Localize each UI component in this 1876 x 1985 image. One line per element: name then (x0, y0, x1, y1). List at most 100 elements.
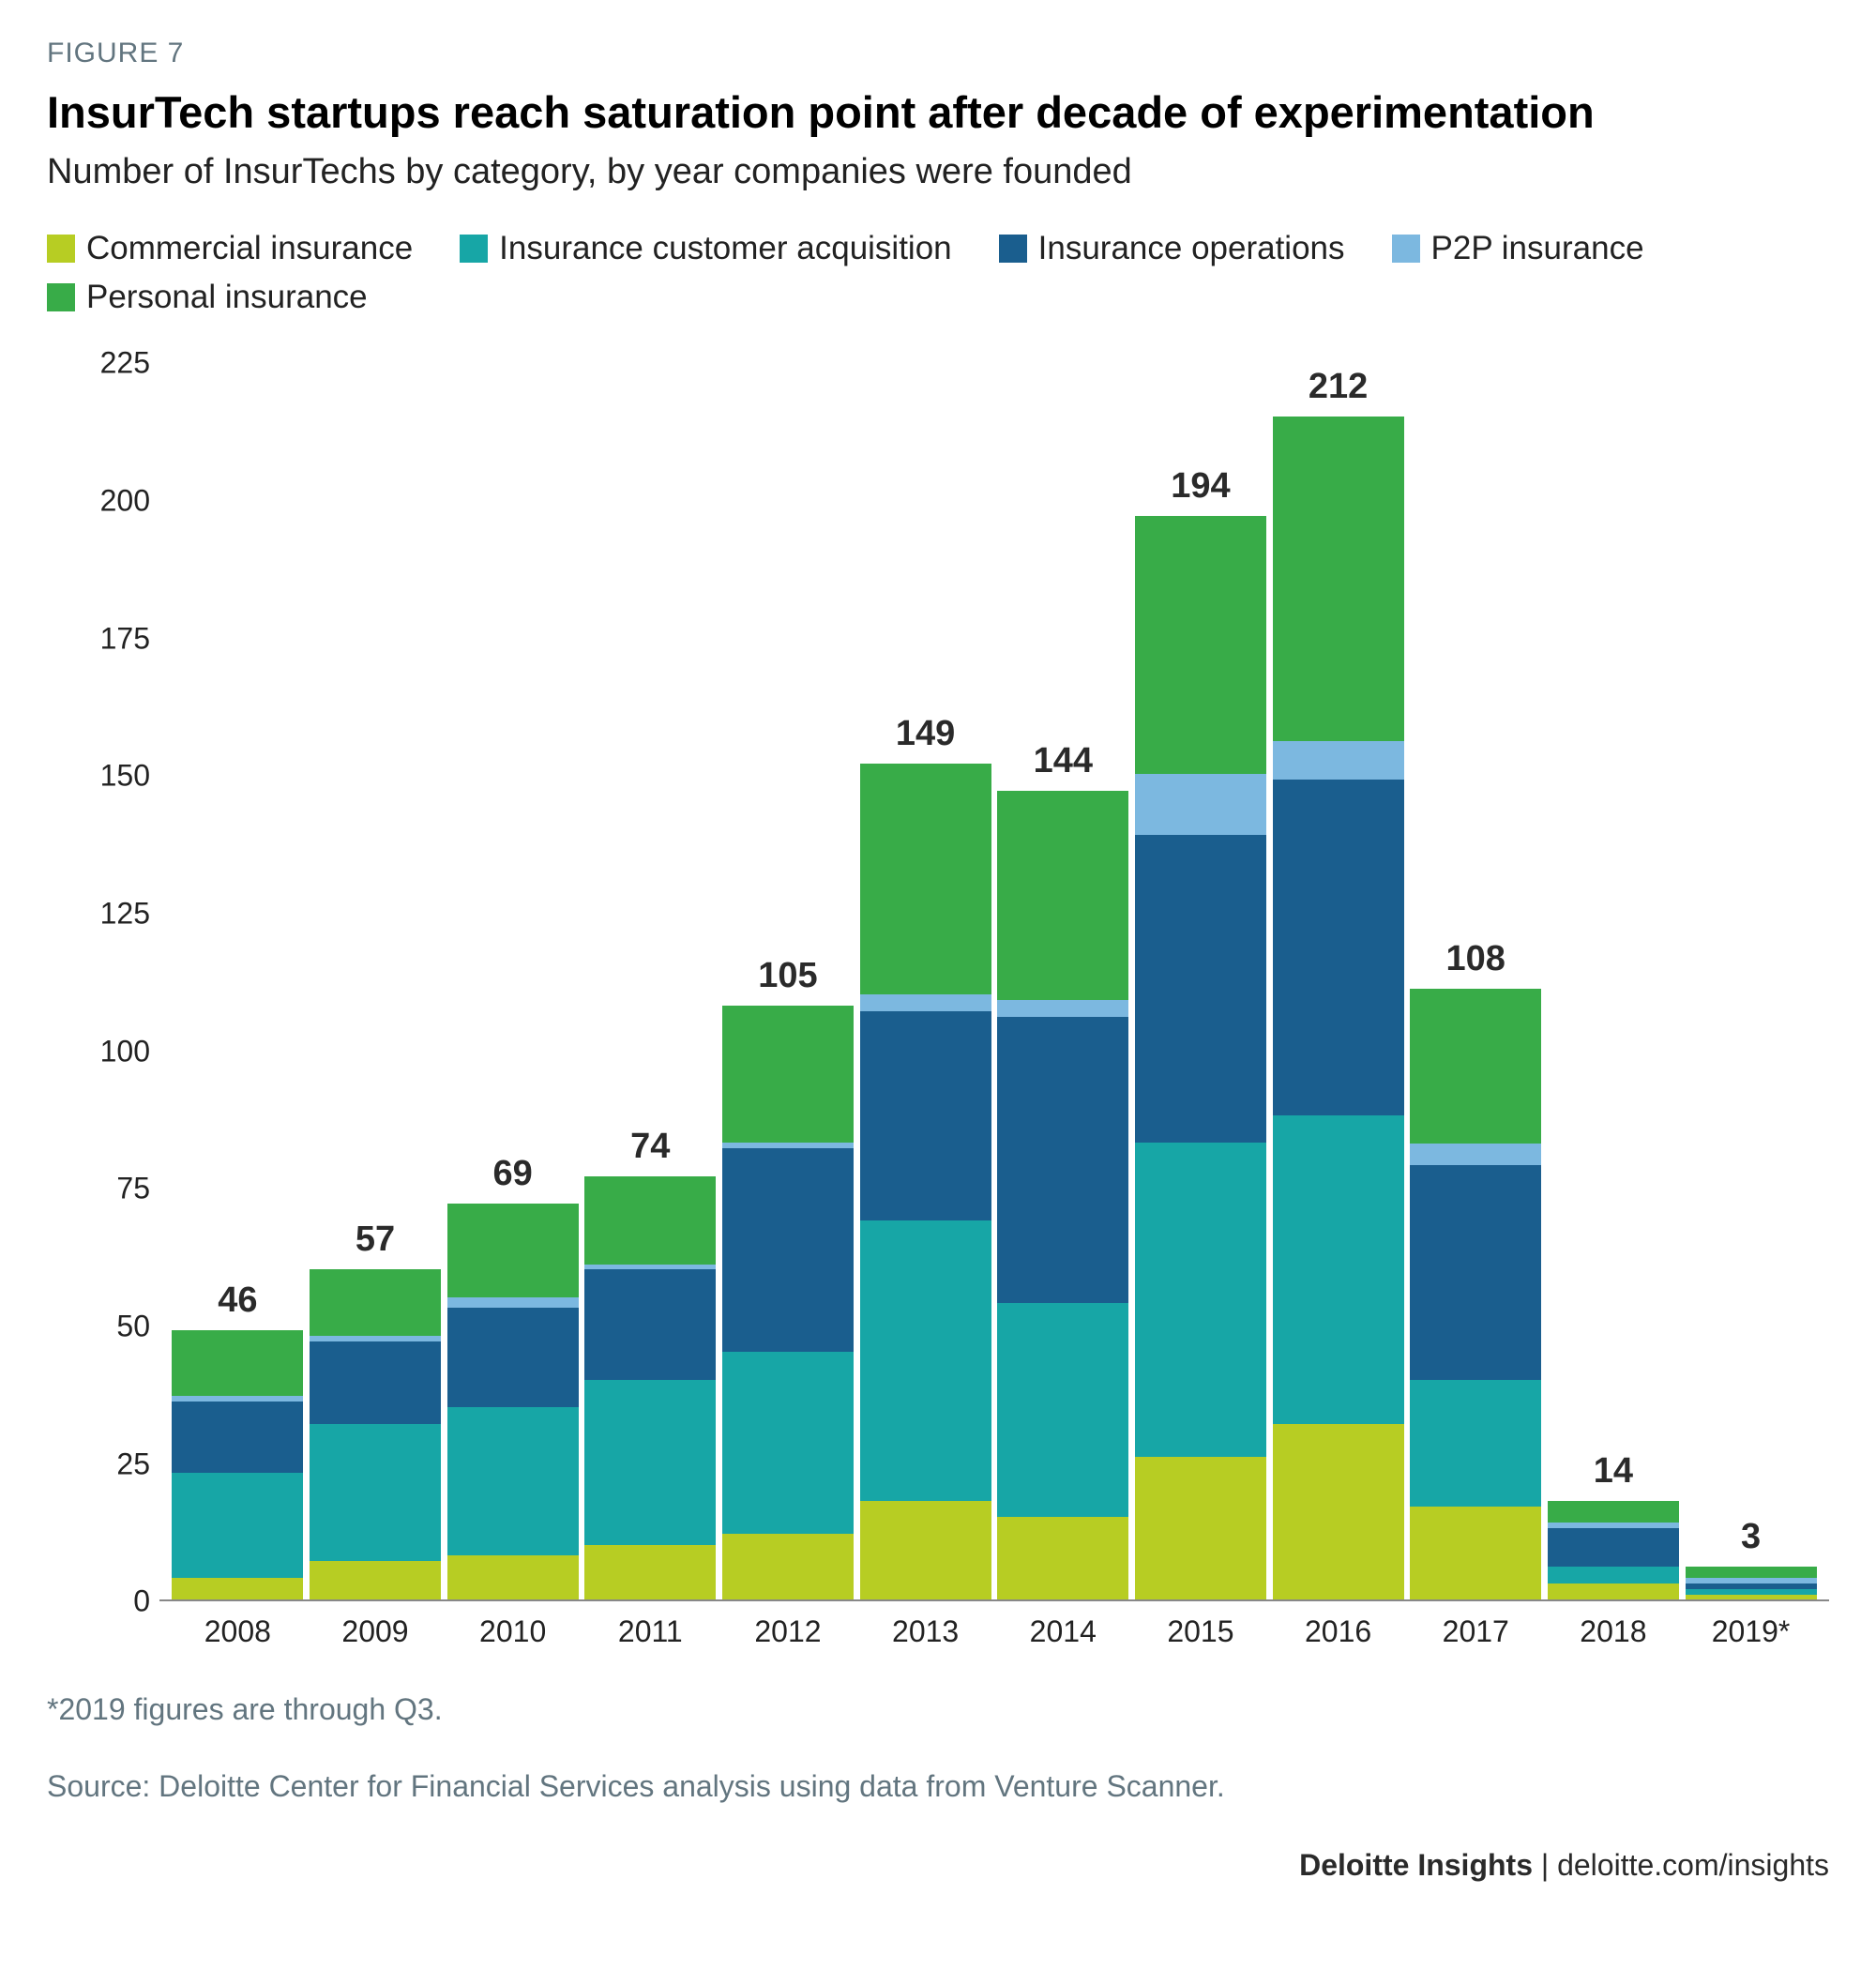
y-tick-label: 200 (47, 484, 150, 519)
bar-total-label: 14 (1594, 1451, 1633, 1492)
x-tick-label: 2010 (447, 1601, 579, 1658)
bar-segment-customer_acq (1273, 1115, 1404, 1424)
legend-label: Insurance operations (1038, 230, 1345, 267)
legend-item: P2P insurance (1392, 230, 1644, 267)
bar-segment-commercial (584, 1545, 716, 1600)
bar-segment-personal (1686, 1567, 1817, 1578)
bar-segment-commercial (1410, 1507, 1541, 1600)
legend-swatch (460, 235, 488, 263)
bar-segment-operations (1135, 835, 1266, 1144)
bar-total-label: 105 (758, 956, 817, 996)
bar-segment-customer_acq (447, 1407, 579, 1555)
footnote-source: Source: Deloitte Center for Financial Se… (47, 1763, 1829, 1811)
legend-swatch (999, 235, 1027, 263)
bar-segment-customer_acq (172, 1473, 303, 1577)
bar-total-label: 57 (356, 1220, 395, 1260)
y-tick-label: 175 (47, 621, 150, 656)
y-tick-label: 225 (47, 346, 150, 381)
bar-segment-operations (860, 1011, 991, 1220)
attribution-brand: Deloitte Insights (1299, 1848, 1533, 1882)
bar-total-label: 144 (1034, 741, 1093, 781)
bar-segment-operations (447, 1308, 579, 1407)
bar-column: 144 (997, 363, 1128, 1599)
bar-segment-personal (722, 1006, 854, 1144)
y-tick-label: 25 (47, 1447, 150, 1481)
chart-title: InsurTech startups reach saturation poin… (47, 86, 1829, 139)
x-axis: 2008200920102011201220132014201520162017… (159, 1601, 1829, 1658)
bar-segment-customer_acq (584, 1380, 716, 1545)
legend: Commercial insurance Insurance customer a… (47, 230, 1829, 316)
x-tick-label: 2012 (722, 1601, 854, 1658)
bar-segment-commercial (1548, 1583, 1679, 1600)
bar-column: 74 (584, 363, 716, 1599)
bar-segment-personal (1410, 989, 1541, 1143)
x-tick-label: 2017 (1410, 1601, 1541, 1658)
bar-segment-p2p (1410, 1144, 1541, 1165)
bar-segment-operations (722, 1148, 854, 1352)
bar-segment-personal (860, 764, 991, 994)
bar-segment-personal (1548, 1501, 1679, 1523)
attribution-link: | deloitte.com/insights (1533, 1848, 1829, 1882)
bar-total-label: 108 (1446, 939, 1505, 979)
x-tick-label: 2014 (997, 1601, 1128, 1658)
y-axis: 0255075100125150175200225 (47, 363, 150, 1601)
bar-segment-p2p (1273, 741, 1404, 780)
legend-label: Personal insurance (86, 279, 368, 316)
legend-item: Personal insurance (47, 279, 368, 316)
bar-segment-operations (584, 1269, 716, 1379)
bar-segment-p2p (997, 1000, 1128, 1017)
bar-segment-personal (1135, 516, 1266, 775)
legend-label: Insurance customer acquisition (499, 230, 951, 267)
legend-item: Commercial insurance (47, 230, 413, 267)
bar-segment-personal (172, 1330, 303, 1396)
bar-segment-customer_acq (310, 1424, 441, 1562)
legend-label: P2P insurance (1431, 230, 1644, 267)
bar-segment-personal (584, 1176, 716, 1265)
bar-segment-operations (1410, 1165, 1541, 1380)
figure-label: FIGURE 7 (47, 38, 1829, 69)
bar-column: 69 (447, 363, 579, 1599)
bar-total-label: 46 (218, 1280, 257, 1321)
legend-item: Insurance operations (999, 230, 1345, 267)
x-tick-label: 2019* (1686, 1601, 1817, 1658)
bar-column: 105 (722, 363, 854, 1599)
bar-total-label: 194 (1171, 466, 1230, 507)
bar-segment-customer_acq (1548, 1567, 1679, 1583)
bar-segment-operations (172, 1402, 303, 1473)
footnote-asterisk: *2019 figures are through Q3. (47, 1686, 1829, 1734)
x-tick-label: 2015 (1135, 1601, 1266, 1658)
x-tick-label: 2018 (1548, 1601, 1679, 1658)
legend-swatch (47, 235, 75, 263)
y-tick-label: 75 (47, 1172, 150, 1206)
bar-total-label: 212 (1309, 367, 1368, 407)
y-tick-label: 50 (47, 1310, 150, 1344)
bar-column: 46 (172, 363, 303, 1599)
bar-segment-commercial (172, 1578, 303, 1599)
x-tick-label: 2009 (310, 1601, 441, 1658)
bar-total-label: 69 (493, 1154, 533, 1194)
y-tick-label: 100 (47, 1034, 150, 1068)
bar-segment-personal (447, 1204, 579, 1297)
bar-total-label: 149 (896, 714, 955, 754)
bar-segment-commercial (1135, 1457, 1266, 1600)
x-tick-label: 2011 (584, 1601, 716, 1658)
bar-segment-p2p (860, 994, 991, 1011)
y-tick-label: 125 (47, 897, 150, 932)
bar-segment-commercial (997, 1517, 1128, 1599)
y-tick-label: 0 (47, 1584, 150, 1619)
bar-column: 194 (1135, 363, 1266, 1599)
x-tick-label: 2013 (860, 1601, 991, 1658)
chart-area: 0255075100125150175200225 46576974105149… (159, 363, 1829, 1658)
bar-column: 57 (310, 363, 441, 1599)
bar-segment-customer_acq (860, 1220, 991, 1501)
bar-segment-operations (310, 1341, 441, 1424)
bars-container: 46 57 69 74 105 149 144 194 212 108 14 3 (159, 363, 1829, 1599)
bar-column: 3 (1686, 363, 1817, 1599)
bar-segment-commercial (1686, 1595, 1817, 1600)
bar-segment-commercial (310, 1561, 441, 1599)
bar-segment-operations (1548, 1528, 1679, 1567)
bar-total-label: 74 (630, 1127, 670, 1167)
legend-swatch (47, 283, 75, 311)
legend-item: Insurance customer acquisition (460, 230, 951, 267)
bar-total-label: 3 (1741, 1517, 1761, 1557)
